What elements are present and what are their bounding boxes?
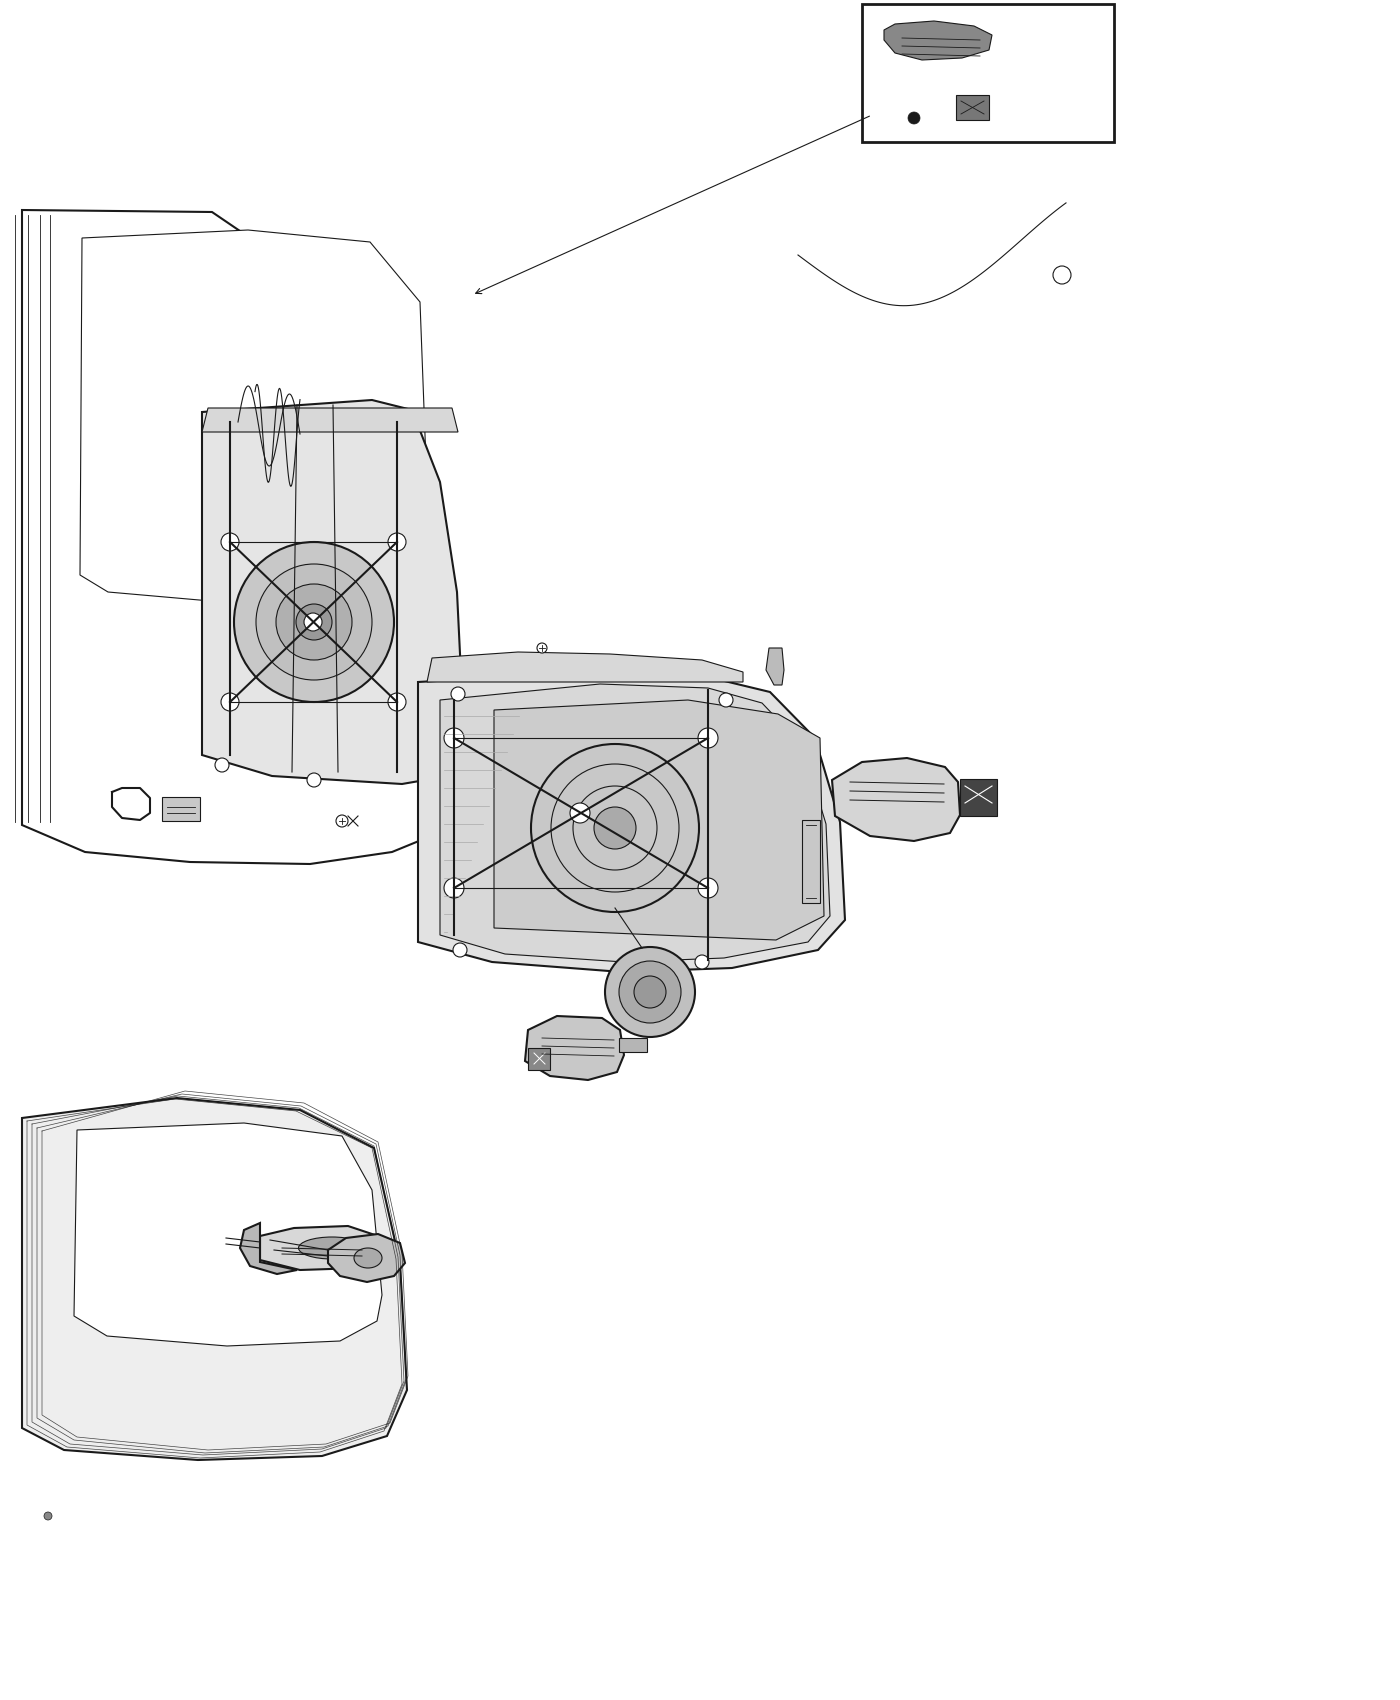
Polygon shape: [80, 230, 430, 602]
Polygon shape: [440, 683, 830, 962]
Circle shape: [441, 765, 455, 779]
Polygon shape: [419, 672, 846, 972]
Circle shape: [909, 112, 920, 124]
Circle shape: [388, 534, 406, 551]
Circle shape: [304, 614, 322, 631]
Polygon shape: [328, 1234, 405, 1282]
Polygon shape: [239, 1222, 297, 1273]
Polygon shape: [427, 653, 743, 682]
Circle shape: [538, 643, 547, 653]
Circle shape: [307, 774, 321, 787]
Circle shape: [634, 976, 666, 1008]
Circle shape: [605, 947, 694, 1037]
Circle shape: [388, 694, 406, 711]
Polygon shape: [260, 1226, 382, 1270]
Circle shape: [256, 564, 372, 680]
Circle shape: [295, 604, 332, 639]
Circle shape: [594, 808, 636, 848]
Polygon shape: [494, 700, 825, 940]
Polygon shape: [832, 758, 960, 842]
Circle shape: [451, 687, 465, 700]
Ellipse shape: [354, 1248, 382, 1268]
Polygon shape: [766, 648, 784, 685]
Bar: [862, 3, 1114, 143]
Polygon shape: [202, 400, 463, 784]
Circle shape: [454, 944, 468, 957]
Circle shape: [531, 745, 699, 911]
Bar: [162, 797, 200, 821]
Ellipse shape: [298, 1238, 365, 1260]
Circle shape: [694, 955, 708, 969]
Polygon shape: [883, 20, 993, 60]
Circle shape: [276, 585, 351, 660]
Polygon shape: [202, 408, 458, 432]
Bar: [960, 779, 997, 816]
Circle shape: [444, 728, 463, 748]
Circle shape: [213, 413, 227, 427]
Circle shape: [336, 814, 349, 826]
Circle shape: [433, 413, 447, 427]
Circle shape: [619, 960, 680, 1023]
Circle shape: [216, 758, 230, 772]
Circle shape: [570, 802, 589, 823]
Polygon shape: [525, 1017, 624, 1080]
Bar: [956, 95, 988, 121]
Circle shape: [720, 694, 734, 707]
Polygon shape: [22, 1098, 407, 1460]
Polygon shape: [74, 1124, 382, 1346]
Circle shape: [444, 877, 463, 898]
Circle shape: [221, 534, 239, 551]
Bar: [619, 1039, 647, 1052]
Circle shape: [699, 877, 718, 898]
Circle shape: [221, 694, 239, 711]
Bar: [802, 819, 820, 903]
Circle shape: [699, 728, 718, 748]
Circle shape: [234, 542, 393, 702]
Bar: [528, 1047, 550, 1069]
Circle shape: [43, 1511, 52, 1520]
